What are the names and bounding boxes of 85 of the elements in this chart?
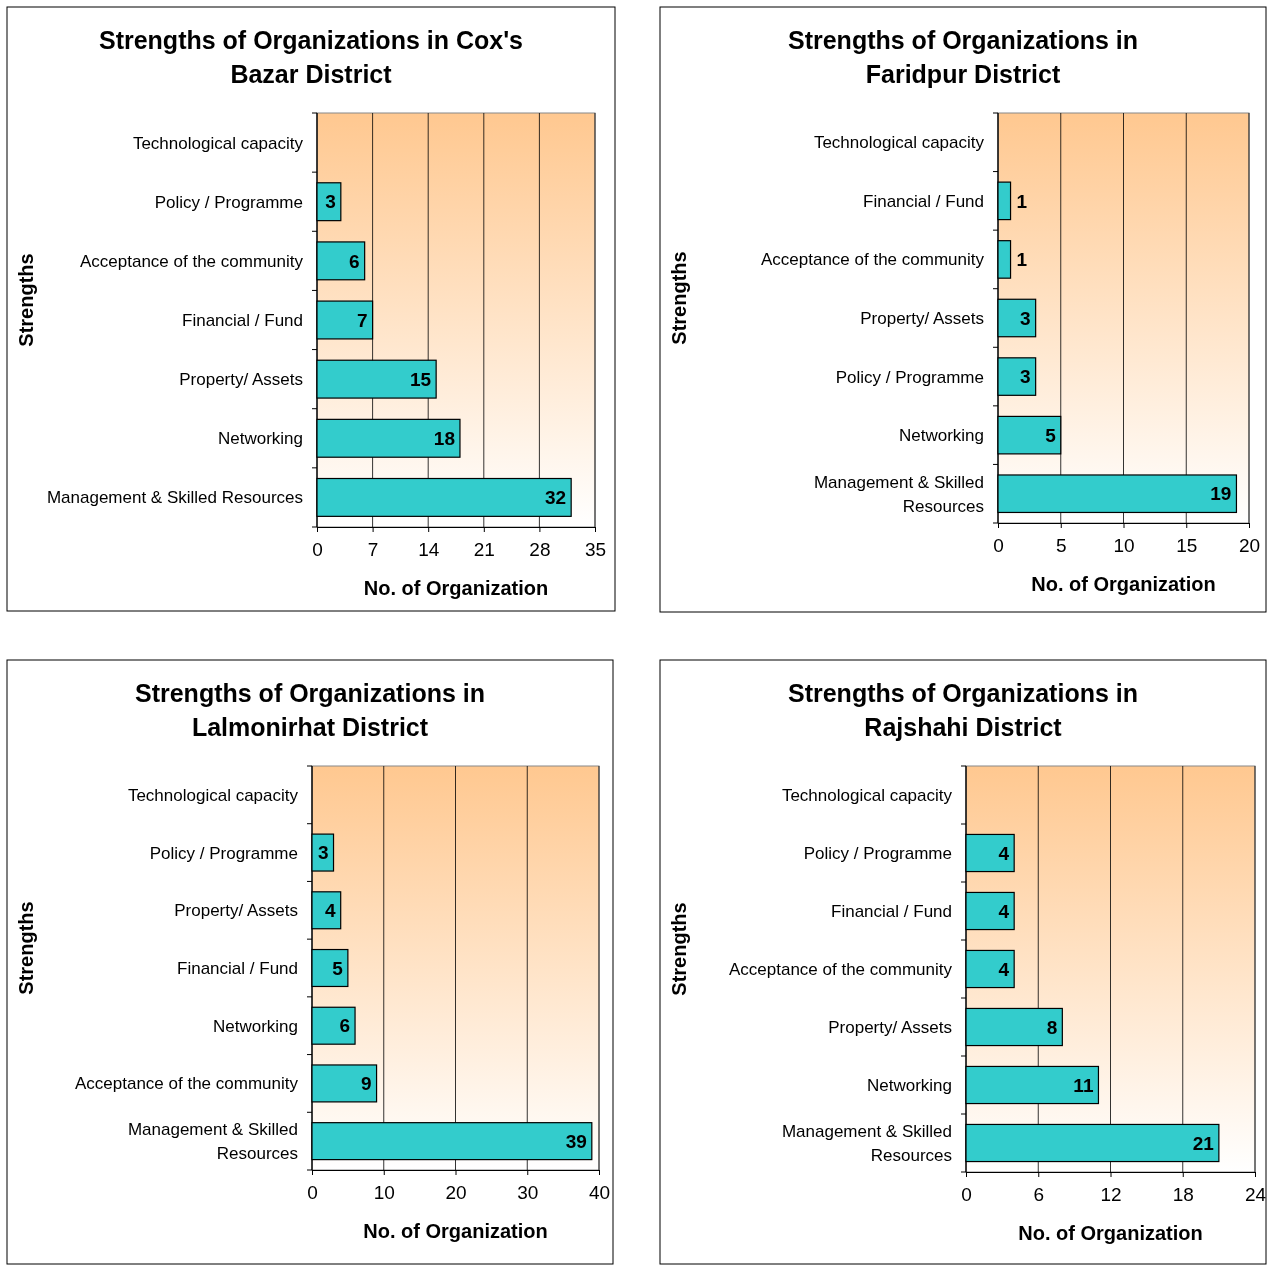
data-label: 6 — [339, 1015, 351, 1037]
y-axis-title: Strengths — [668, 902, 690, 996]
x-tick-label: 0 — [993, 534, 1004, 556]
y-tick-label: Technological capacity — [813, 133, 985, 153]
data-label: 9 — [361, 1073, 372, 1095]
chart-title: Strengths of Organizations in Cox's Bazar District — [98, 26, 524, 88]
x-tick-label: 24 — [1244, 1183, 1267, 1205]
x-axis-title: No. of Organization — [1018, 1222, 1203, 1244]
data-label: 4 — [998, 842, 1010, 864]
y-tick-label: Technological capacity — [781, 785, 953, 805]
x-tick-label: 28 — [529, 538, 551, 560]
data-label: 11 — [1073, 1074, 1094, 1096]
data-label: 1 — [1016, 249, 1028, 271]
x-axis-title: No. of Organization — [363, 577, 549, 599]
x-tick-label: 35 — [584, 538, 607, 560]
y-tick-label: Technological capacity — [132, 133, 304, 153]
x-tick-label: 15 — [1176, 534, 1198, 556]
chart-title: Strengths of Organizations in Lalmonirhat District — [134, 679, 486, 741]
x-tick-label: 0 — [961, 1183, 972, 1205]
data-label: 5 — [332, 957, 344, 979]
x-tick-label: 12 — [1100, 1183, 1122, 1205]
y-tick-label: Property/ Assets — [828, 1017, 952, 1037]
data-label: 7 — [357, 309, 368, 331]
data-label: 8 — [1046, 1016, 1058, 1038]
y-tick-label: Policy / Programme — [149, 843, 298, 863]
x-tick-label: 0 — [312, 538, 323, 560]
y-axis-title: Strengths — [15, 253, 37, 347]
data-label: 1 — [1016, 190, 1028, 212]
y-tick-label: Financial / Fund — [863, 191, 984, 211]
y-tick-label: Property/ Assets — [179, 370, 303, 390]
y-tick-label: Acceptance of the community — [728, 959, 953, 979]
data-label: 21 — [1192, 1132, 1215, 1154]
x-tick-label: 30 — [517, 1181, 539, 1203]
x-tick-label: 20 — [1238, 534, 1261, 556]
data-label: 4 — [325, 899, 337, 921]
data-label: 3 — [1020, 307, 1031, 329]
y-tick-label: Financial / Fund — [182, 310, 303, 330]
y-axis-title: Strengths — [15, 901, 37, 995]
data-label: 4 — [998, 900, 1010, 922]
y-tick-label: Management & Skilled Resources — [127, 1120, 298, 1164]
y-tick-label: Networking — [898, 426, 984, 446]
y-tick-label: Property/ Assets — [174, 901, 298, 921]
x-tick-label: 0 — [307, 1181, 318, 1203]
y-tick-label: Networking — [866, 1075, 952, 1095]
y-axis-title: Strengths — [668, 251, 690, 345]
y-tick-label: Policy / Programme — [154, 192, 303, 212]
y-tick-label: Management & Skilled Resources — [813, 472, 984, 516]
x-tick-label: 6 — [1033, 1183, 1045, 1205]
y-tick-label: Financial / Fund — [831, 901, 952, 921]
x-tick-label: 5 — [1055, 534, 1067, 556]
x-tick-label: 10 — [373, 1181, 395, 1203]
y-tick-label: Acceptance of the community — [760, 250, 985, 270]
x-tick-label: 7 — [367, 538, 379, 560]
x-tick-label: 18 — [1172, 1183, 1194, 1205]
data-label: 18 — [433, 427, 455, 449]
x-tick-label: 40 — [588, 1181, 611, 1203]
y-tick-label: Policy / Programme — [835, 367, 984, 387]
x-axis-title: No. of Organization — [1031, 573, 1216, 595]
y-tick-label: Technological capacity — [127, 785, 299, 805]
x-tick-label: 21 — [473, 538, 495, 560]
data-label: 4 — [998, 958, 1010, 980]
data-label: 15 — [410, 368, 432, 390]
y-tick-label: Networking — [217, 429, 303, 449]
y-tick-label: Acceptance of the community — [79, 251, 304, 271]
y-tick-label: Acceptance of the community — [74, 1074, 299, 1094]
data-label: 3 — [1020, 366, 1031, 388]
y-tick-label: Networking — [212, 1016, 298, 1036]
y-tick-label: Management & Skilled Resources — [46, 488, 303, 508]
data-label: 3 — [317, 842, 329, 864]
x-tick-label: 20 — [445, 1181, 467, 1203]
x-tick-label: 10 — [1113, 534, 1135, 556]
chart-title: Strengths of Organizations in Faridpur District — [787, 26, 1139, 88]
x-tick-label: 14 — [418, 538, 440, 560]
chart-title: Strengths of Organizations in Rajshahi District — [787, 679, 1139, 741]
y-tick-label: Property/ Assets — [860, 308, 984, 328]
data-label: 5 — [1045, 424, 1057, 446]
x-axis-title: No. of Organization — [363, 1220, 548, 1242]
data-label: 19 — [1210, 483, 1232, 505]
y-tick-label: Policy / Programme — [803, 843, 952, 863]
data-label: 3 — [325, 191, 336, 213]
y-tick-label: Management & Skilled Resources — [781, 1121, 952, 1165]
data-label: 32 — [545, 487, 567, 509]
data-label: 39 — [565, 1130, 587, 1152]
data-label: 6 — [349, 250, 360, 272]
y-tick-label: Financial / Fund — [177, 958, 298, 978]
